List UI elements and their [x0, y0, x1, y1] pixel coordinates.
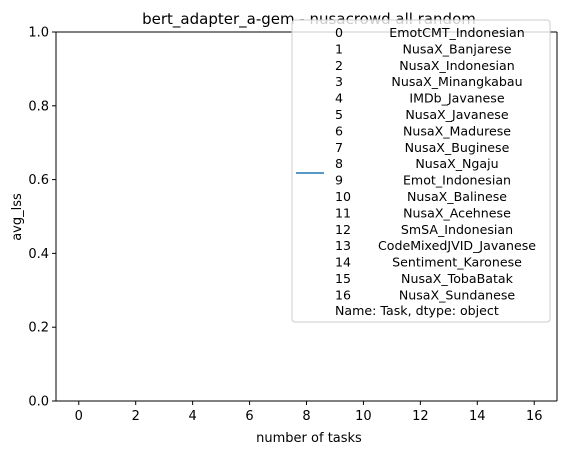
x-tick-label: 0 — [75, 409, 83, 424]
legend-row-task: NusaX_Balinese — [407, 189, 507, 204]
x-tick-label: 12 — [412, 409, 429, 424]
x-axis-label: number of tasks — [256, 431, 362, 446]
legend-row-index: 9 — [335, 173, 343, 188]
legend-row-task: SmSA_Indonesian — [401, 222, 513, 237]
legend-row-task: NusaX_Acehnese — [403, 205, 511, 220]
y-tick-label: 0.6 — [28, 173, 49, 188]
legend-row-index: 13 — [335, 238, 351, 253]
legend-row-index: 11 — [335, 205, 351, 220]
legend-row-index: 6 — [335, 123, 343, 138]
legend-row-task: NusaX_Ngaju — [415, 156, 498, 171]
legend-row-index: 8 — [335, 156, 343, 171]
legend-entries: 0 EmotCMT_Indonesian 1 NusaX_Banjarese 2 Nusa… — [335, 25, 536, 302]
legend-row-task: EmotCMT_Indonesian — [389, 25, 524, 40]
legend-row-task: CodeMixedJVID_Javanese — [378, 238, 536, 253]
x-tick-label: 2 — [132, 409, 140, 424]
legend-row-index: 14 — [335, 255, 351, 270]
legend: 0 EmotCMT_Indonesian 1 NusaX_Banjarese 2 Nusa… — [291, 19, 551, 323]
legend-row-task: NusaX_Buginese — [405, 140, 510, 155]
legend-row-index: 7 — [335, 140, 343, 155]
legend-row-index: 10 — [335, 189, 351, 204]
legend-row-index: 2 — [335, 58, 343, 73]
y-axis-ticks: 0.0 0.2 0.4 0.6 0.8 1.0 — [28, 26, 56, 410]
legend-row-task: NusaX_Indonesian — [399, 58, 515, 73]
y-tick-label: 0.2 — [28, 321, 49, 336]
legend-row-task: NusaX_Madurese — [403, 123, 511, 138]
legend-row-task: NusaX_Banjarese — [402, 41, 511, 56]
legend-row-task: Sentiment_Karonese — [392, 255, 522, 270]
x-tick-label: 6 — [245, 409, 253, 424]
legend-row-index: 3 — [335, 74, 343, 89]
legend-row-index: 1 — [335, 41, 343, 56]
x-axis-ticks: 0 2 4 6 8 10 12 14 16 — [75, 401, 543, 424]
x-tick-label: 8 — [302, 409, 310, 424]
x-tick-label: 14 — [469, 409, 486, 424]
y-tick-label: 0.0 — [28, 395, 49, 410]
legend-footer: Name: Task, dtype: object — [335, 303, 499, 318]
legend-row-index: 15 — [335, 271, 351, 286]
legend-row-index: 16 — [335, 287, 351, 302]
legend-row-task: NusaX_Minangkabau — [391, 74, 522, 89]
legend-row-index: 0 — [335, 25, 343, 40]
legend-box — [291, 19, 551, 323]
x-tick-label: 4 — [188, 409, 196, 424]
legend-row-task: NusaX_Javanese — [405, 107, 508, 122]
x-tick-label: 16 — [526, 409, 543, 424]
legend-row-index: 12 — [335, 222, 351, 237]
legend-row-task: IMDb_Javanese — [409, 91, 504, 106]
x-tick-label: 10 — [355, 409, 372, 424]
y-axis-label: avg_lss — [10, 193, 25, 241]
y-tick-label: 1.0 — [28, 26, 49, 41]
y-tick-label: 0.8 — [28, 99, 49, 114]
legend-row-task: Emot_Indonesian — [403, 173, 511, 188]
legend-row-task: NusaX_TobaBatak — [401, 271, 514, 286]
legend-row-task: NusaX_Sundanese — [399, 287, 516, 302]
y-tick-label: 0.4 — [28, 247, 49, 262]
legend-row-index: 4 — [335, 91, 343, 106]
legend-row-index: 5 — [335, 107, 343, 122]
